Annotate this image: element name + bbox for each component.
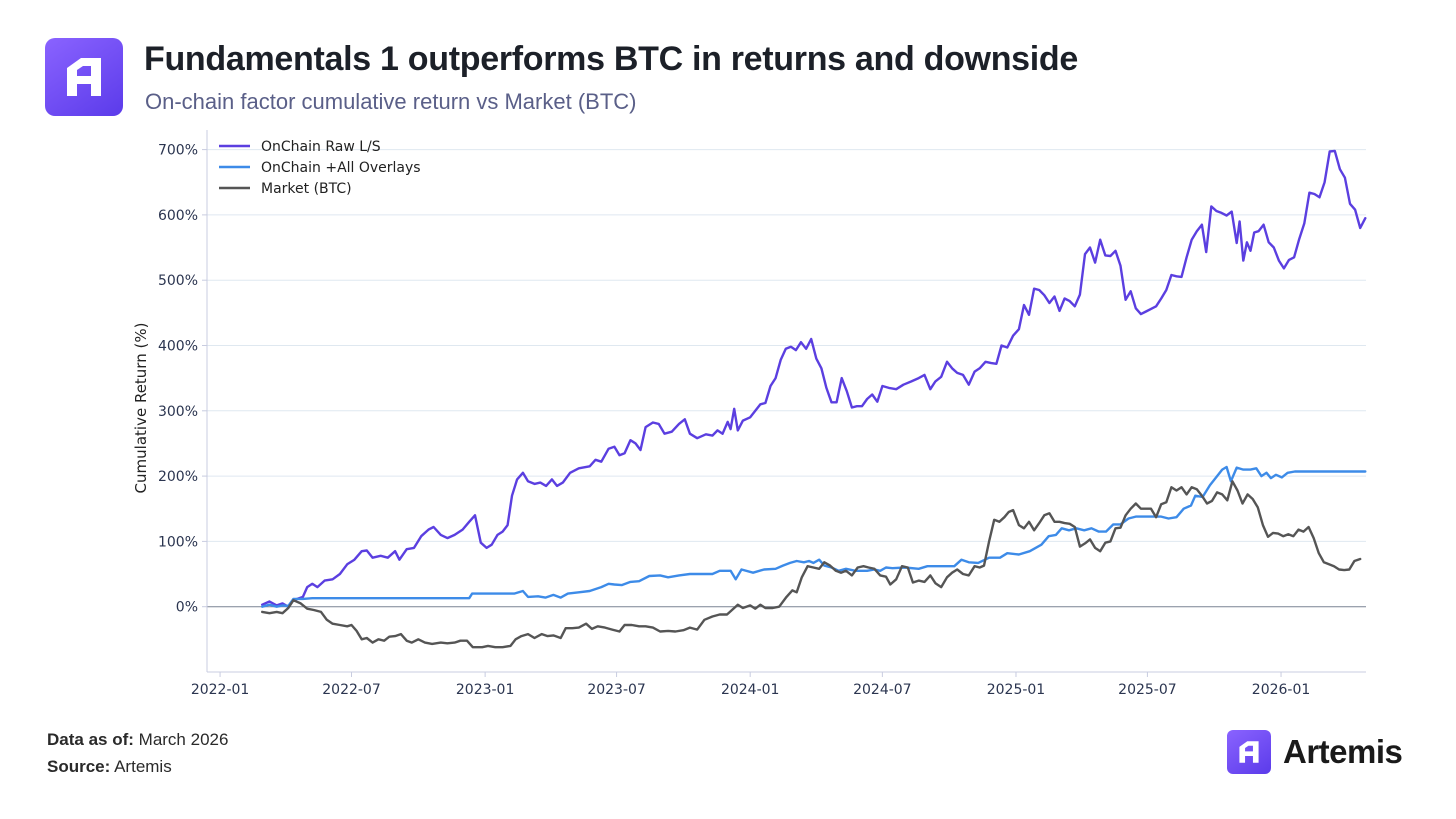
x-tick-label: 2025-07 <box>1118 682 1177 698</box>
grid-lines <box>207 149 1366 608</box>
chart-subtitle: On-chain factor cumulative return vs Mar… <box>145 89 637 114</box>
x-tick-label: 2026-01 <box>1252 682 1311 698</box>
y-tick-label: 0% <box>176 600 198 616</box>
data-as-of-line: Data as of: March 2026 <box>47 730 228 750</box>
brand-logo: Artemis <box>1227 730 1403 774</box>
x-tick-label: 2023-07 <box>587 682 646 698</box>
chart-title: Fundamentals 1 outperforms BTC in return… <box>144 40 1079 78</box>
series-line-onchain-all-overlays <box>261 465 1367 608</box>
x-tick-label: 2024-07 <box>853 682 912 698</box>
legend-label: Market (BTC) <box>261 181 352 197</box>
x-tick-label: 2024-01 <box>721 682 780 698</box>
artemis-logo-icon <box>45 38 123 116</box>
y-tick-label: 700% <box>158 143 198 159</box>
series-line-onchain-raw-l-s <box>261 149 1367 608</box>
source-value: Artemis <box>114 757 172 776</box>
legend-label: OnChain Raw L/S <box>261 139 381 155</box>
y-tick-label: 300% <box>158 404 198 420</box>
data-as-of-label: Data as of: <box>47 730 134 749</box>
x-tick-label: 2022-07 <box>322 682 381 698</box>
series-line-market-btc <box>261 480 1362 649</box>
x-tick-label: 2023-01 <box>456 682 515 698</box>
x-tick-label: 2022-01 <box>191 682 250 698</box>
series-lines <box>261 149 1367 649</box>
y-tick-label: 100% <box>158 534 198 550</box>
source-label: Source: <box>47 757 111 776</box>
brand-name: Artemis <box>1283 733 1403 770</box>
y-tick-label: 200% <box>158 469 198 485</box>
artemis-logo-icon <box>1227 730 1271 774</box>
y-axis-label: Cumulative Return (%) <box>132 323 150 494</box>
x-tick-label: 2025-01 <box>987 682 1046 698</box>
y-tick-label: 600% <box>158 208 198 224</box>
axes: 0% 100% 200% 300% 400% 500% 600% 700% 2022-01 202… <box>158 130 1366 698</box>
legend-label: OnChain +All Overlays <box>261 160 421 176</box>
data-as-of-value: March 2026 <box>138 730 229 749</box>
y-tick-label: 400% <box>158 338 198 354</box>
y-tick-label: 500% <box>158 273 198 289</box>
legend: OnChain Raw L/S OnChain +All Overlays Mark… <box>219 139 421 197</box>
source-line: Source: Artemis <box>47 757 172 777</box>
